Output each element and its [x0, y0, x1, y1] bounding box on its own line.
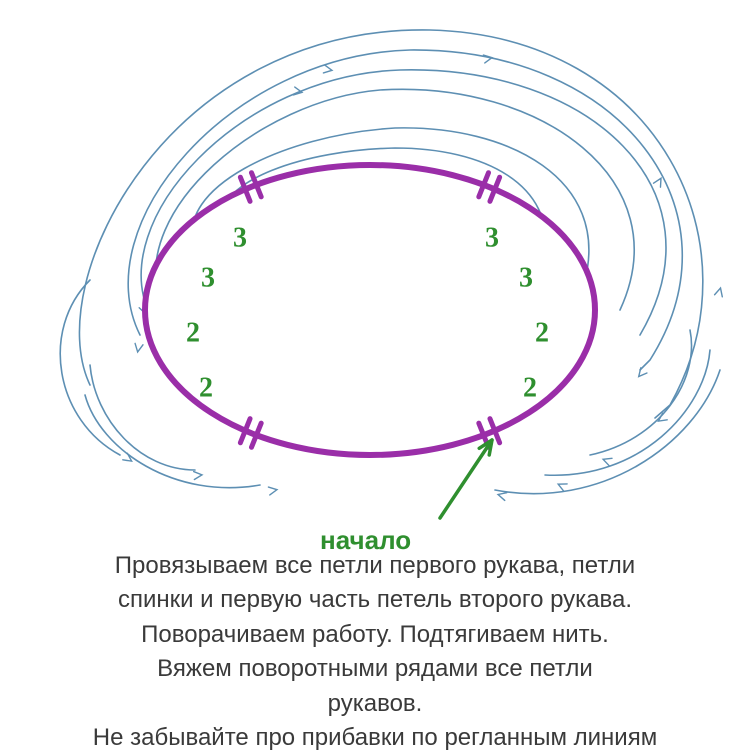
stitch-count: 2 — [199, 372, 213, 403]
swirl-arrowhead — [134, 343, 143, 352]
stitch-count: 3 — [233, 222, 247, 253]
instruction-line: рукавов. — [0, 688, 750, 720]
swirl-arrowhead — [194, 471, 203, 480]
swirl-arrowhead — [123, 453, 134, 464]
knitting-diagram: 33223322 начало Провязываем все петли пе… — [0, 0, 750, 750]
instruction-line: Не забывайте про прибавки по регланным л… — [0, 722, 750, 750]
swirl-arrowhead — [268, 486, 277, 495]
stitch-count: 2 — [523, 372, 537, 403]
instruction-line: Вяжем поворотными рядами все петли — [0, 653, 750, 685]
instruction-line: Поворачиваем работу. Подтягиваем нить. — [0, 619, 750, 651]
instruction-line: Провязываем все петли первого рукава, пе… — [0, 550, 750, 582]
neckline-ellipse — [145, 165, 595, 455]
stitch-count: 2 — [535, 317, 549, 348]
stitch-count: 3 — [485, 222, 499, 253]
swirl-arrowhead — [556, 481, 567, 492]
swirl-arrowhead — [715, 287, 725, 297]
swirl-arrowhead — [602, 456, 612, 466]
swirl-arrowhead — [323, 65, 332, 74]
instructions-text: Провязываем все петли первого рукава, пе… — [0, 548, 750, 750]
start-arrow — [440, 440, 492, 518]
instruction-line: спинки и первую часть петель второго рук… — [0, 584, 750, 616]
stitch-count: 3 — [519, 262, 533, 293]
swirl-arrowhead — [483, 54, 492, 63]
stitch-count: 2 — [186, 317, 200, 348]
stitch-count: 3 — [201, 262, 215, 293]
diagram-svg: 33223322 — [0, 0, 750, 560]
